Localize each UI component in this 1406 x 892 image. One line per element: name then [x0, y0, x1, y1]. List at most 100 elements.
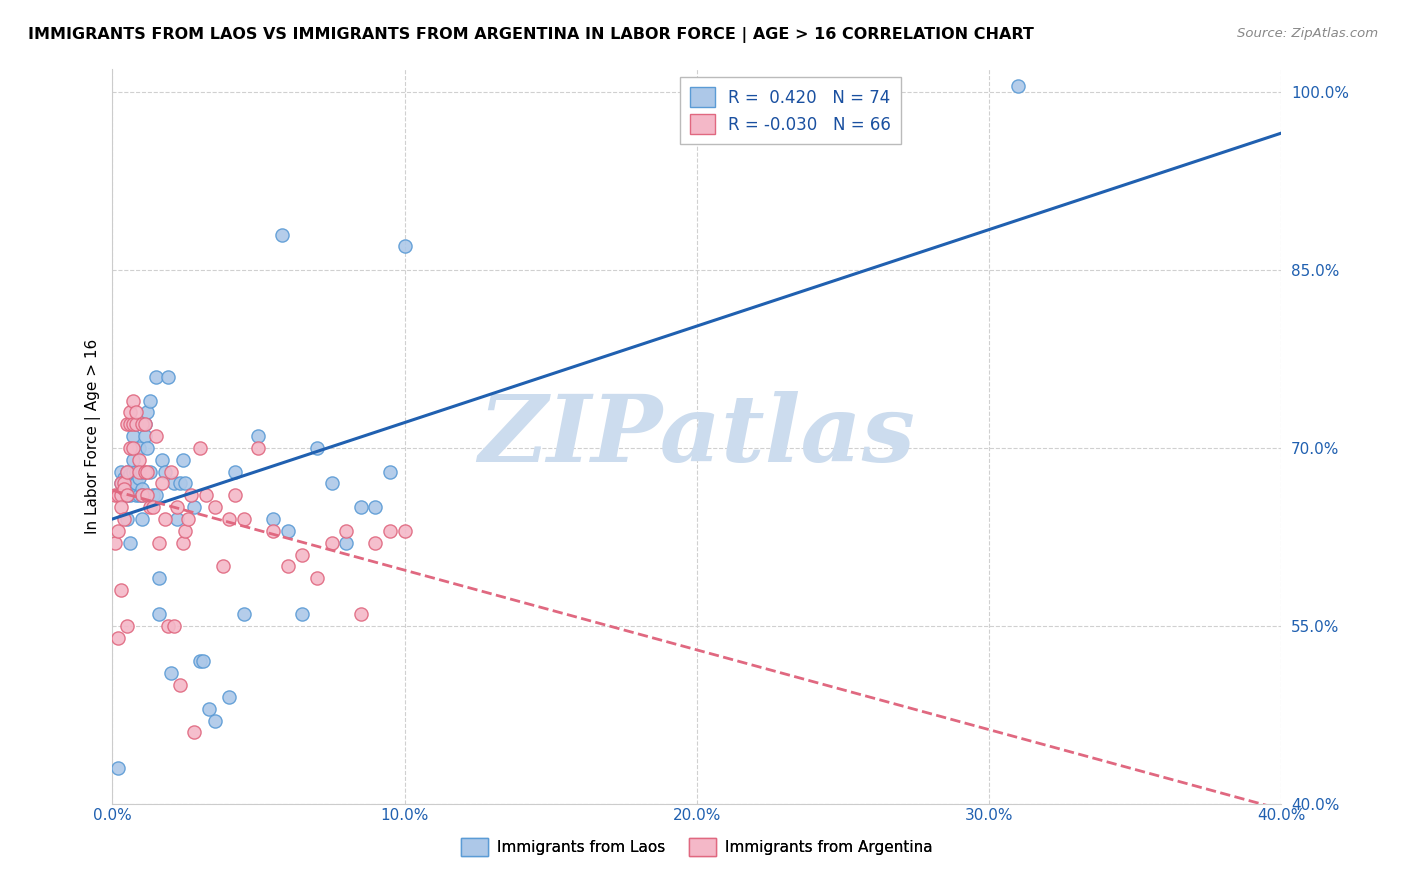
Point — [110, 583, 132, 598]
Point — [118, 535, 141, 549]
Point — [110, 500, 132, 515]
Point — [163, 476, 186, 491]
Point — [232, 512, 254, 526]
Point — [142, 500, 165, 515]
Point — [156, 619, 179, 633]
Point — [125, 405, 148, 419]
Point — [121, 417, 143, 432]
Point — [107, 761, 129, 775]
Point — [128, 465, 150, 479]
Point — [335, 524, 357, 538]
Point — [136, 488, 159, 502]
Point — [118, 405, 141, 419]
Point — [115, 465, 138, 479]
Point — [104, 488, 127, 502]
Point — [139, 500, 162, 515]
Point — [150, 476, 173, 491]
Point — [350, 607, 373, 621]
Point — [112, 483, 135, 497]
Point — [131, 488, 153, 502]
Point — [321, 476, 343, 491]
Point — [112, 474, 135, 488]
Point — [125, 417, 148, 432]
Point — [277, 524, 299, 538]
Point — [145, 369, 167, 384]
Point — [156, 369, 179, 384]
Point — [247, 441, 270, 455]
Point — [139, 393, 162, 408]
Point — [107, 631, 129, 645]
Y-axis label: In Labor Force | Age > 16: In Labor Force | Age > 16 — [86, 338, 101, 533]
Point — [218, 512, 240, 526]
Point — [121, 465, 143, 479]
Point — [183, 725, 205, 739]
Point — [291, 607, 314, 621]
Point — [104, 535, 127, 549]
Point — [112, 476, 135, 491]
Point — [291, 548, 314, 562]
Point — [131, 512, 153, 526]
Point — [378, 524, 401, 538]
Point — [121, 393, 143, 408]
Text: Source: ZipAtlas.com: Source: ZipAtlas.com — [1237, 27, 1378, 40]
Point — [321, 535, 343, 549]
Point — [131, 488, 153, 502]
Point — [110, 476, 132, 491]
Point — [204, 500, 226, 515]
Point — [194, 488, 217, 502]
Point — [169, 476, 191, 491]
Point — [174, 524, 197, 538]
Point — [139, 465, 162, 479]
Point — [188, 654, 211, 668]
Point — [232, 607, 254, 621]
Point — [305, 441, 328, 455]
Point — [153, 512, 176, 526]
Point — [134, 465, 156, 479]
Point — [145, 488, 167, 502]
Point — [160, 465, 183, 479]
Point — [115, 488, 138, 502]
Point — [394, 524, 416, 538]
Point — [110, 488, 132, 502]
Point — [128, 441, 150, 455]
Point — [125, 488, 148, 502]
Point — [180, 488, 202, 502]
Point — [128, 470, 150, 484]
Point — [364, 500, 387, 515]
Point — [270, 227, 292, 242]
Point — [125, 476, 148, 491]
Point — [118, 476, 141, 491]
Point — [131, 483, 153, 497]
Point — [1007, 79, 1029, 94]
Point — [128, 452, 150, 467]
Point — [115, 470, 138, 484]
Point — [247, 429, 270, 443]
Point — [150, 452, 173, 467]
Point — [145, 429, 167, 443]
Point — [183, 500, 205, 515]
Point — [172, 535, 194, 549]
Point — [118, 467, 141, 481]
Point — [112, 470, 135, 484]
Point — [118, 441, 141, 455]
Point — [262, 524, 284, 538]
Point — [148, 571, 170, 585]
Point — [134, 417, 156, 432]
Text: ZIPatlas: ZIPatlas — [478, 391, 915, 481]
Point — [160, 666, 183, 681]
Point — [115, 488, 138, 502]
Point — [224, 488, 246, 502]
Point — [166, 500, 188, 515]
Point — [198, 702, 221, 716]
Point — [277, 559, 299, 574]
Point — [115, 465, 138, 479]
Point — [112, 483, 135, 497]
Point — [107, 524, 129, 538]
Point — [394, 239, 416, 253]
Text: IMMIGRANTS FROM LAOS VS IMMIGRANTS FROM ARGENTINA IN LABOR FORCE | AGE > 16 CORR: IMMIGRANTS FROM LAOS VS IMMIGRANTS FROM … — [28, 27, 1033, 43]
Point — [218, 690, 240, 704]
Point — [212, 559, 235, 574]
Point — [204, 714, 226, 728]
Point — [148, 607, 170, 621]
Point — [191, 654, 214, 668]
